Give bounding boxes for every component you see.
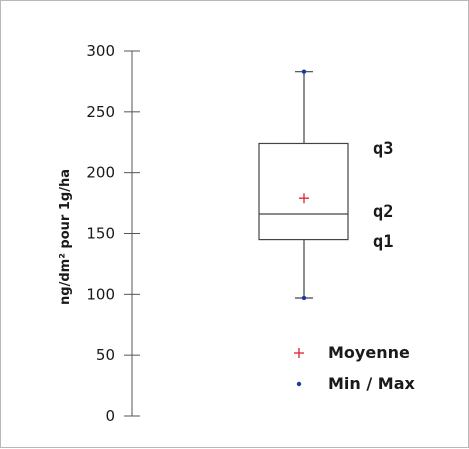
y-tick-label: 100 — [86, 285, 115, 303]
legend-mean-label: Moyenne — [328, 343, 410, 362]
legend-minmax-marker — [296, 381, 302, 387]
legend-minmax-label: Min / Max — [328, 374, 416, 393]
y-tick-label: 0 — [105, 407, 115, 425]
y-tick-label: 300 — [86, 42, 115, 60]
q3-label: q3 — [373, 139, 393, 159]
y-axis-label: ng/dm² pour 1g/ha — [58, 169, 73, 305]
y-tick-label: 200 — [86, 164, 115, 182]
y-tick-label: 150 — [86, 225, 115, 243]
legend: Moyenne Min / Max — [294, 343, 416, 393]
q2-label: q2 — [373, 202, 393, 222]
quartile-labels: q3 q2 q1 — [373, 139, 393, 252]
legend-mean-marker — [294, 348, 304, 358]
mean-marker — [299, 193, 309, 204]
y-axis: 0 50 100 150 200 250 300 — [86, 42, 140, 425]
box-plot — [258, 69, 349, 301]
iqr-box — [258, 142, 349, 241]
max-point — [301, 69, 307, 74]
y-tick-label: 50 — [96, 346, 115, 364]
y-tick-label: 250 — [86, 103, 115, 121]
min-point — [301, 295, 307, 301]
q1-label: q1 — [373, 232, 393, 252]
